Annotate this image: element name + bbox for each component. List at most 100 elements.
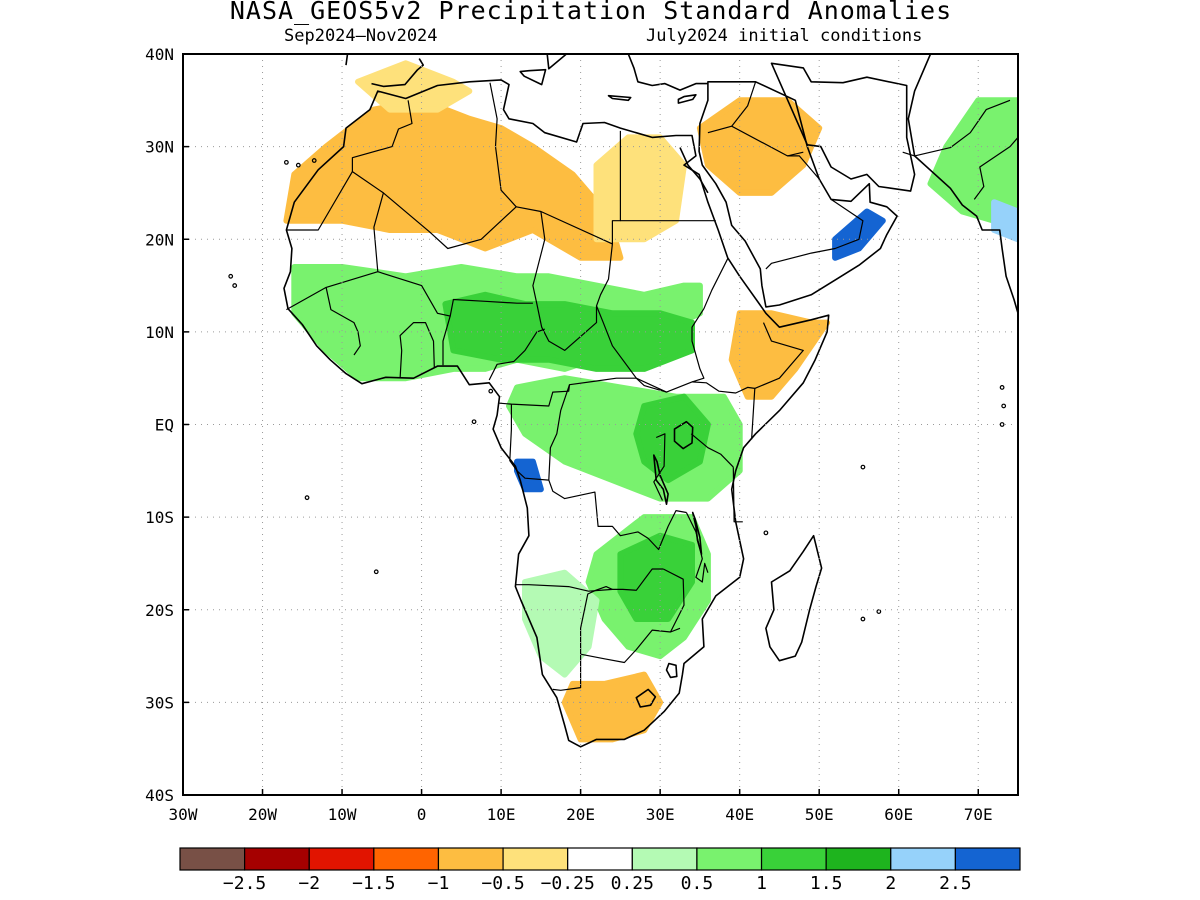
- country-border: [707, 81, 757, 134]
- island: [295, 162, 301, 168]
- axis-ticks: 30W 20W 10W 0 10E 20E 30E 40E 50E 60E 70E 40N 30N 20N…: [145, 45, 993, 824]
- y-tick-label: 20N: [145, 230, 174, 249]
- anomaly-region: [617, 532, 695, 622]
- country-border: [902, 99, 1011, 157]
- coastline: [371, 58, 425, 88]
- country-border: [351, 100, 413, 172]
- colorbar-swatch: [502, 847, 569, 871]
- country-border: [449, 298, 533, 317]
- initial-conditions: July2024 initial conditions: [646, 26, 923, 46]
- y-tick-label: 10N: [145, 323, 174, 342]
- island: [488, 388, 494, 394]
- colorbar-swatch: [760, 847, 827, 871]
- country-border: [690, 433, 734, 468]
- country-border: [653, 433, 666, 501]
- colorbar-swatch: [890, 847, 956, 871]
- anomaly-region: [832, 208, 886, 261]
- anomaly-region: [991, 199, 1018, 243]
- x-tick-label: 10E: [487, 805, 516, 824]
- country-border: [787, 155, 820, 180]
- colorbar-swatch: [825, 847, 892, 871]
- island: [876, 609, 882, 615]
- country-border: [552, 585, 613, 691]
- country-border: [515, 568, 664, 592]
- country-border: [663, 568, 685, 633]
- coastline: [652, 454, 669, 506]
- x-tick-label: 20W: [248, 805, 277, 824]
- island: [232, 283, 238, 288]
- coastline: [665, 662, 678, 679]
- x-tick-label: 20E: [566, 805, 595, 824]
- coastline: [673, 420, 694, 450]
- y-tick-label: 40N: [145, 45, 174, 64]
- coastline: [519, 68, 547, 86]
- island: [860, 464, 866, 470]
- anomaly-region: [522, 569, 600, 678]
- x-tick-label: 40E: [725, 805, 754, 824]
- colorbar-label: −0.5: [481, 873, 524, 894]
- colorbar-label: −0.25: [541, 873, 595, 894]
- y-tick-label: 30N: [145, 138, 174, 157]
- colorbar-label: 1: [756, 873, 767, 894]
- colorbar-label: 1.5: [810, 873, 843, 894]
- x-tick-label: 70E: [964, 805, 993, 824]
- coastline-layer: [228, 54, 1018, 748]
- colorbar-swatch: [954, 847, 1021, 871]
- coastline: [698, 81, 898, 308]
- island: [283, 159, 289, 165]
- island: [471, 419, 477, 425]
- colorbar-label: 0.5: [681, 873, 714, 894]
- island: [999, 422, 1005, 427]
- colorbar: −2.5 −2 −1.5 −1 −0.5 −0.25 0.25 0.5 1 1.5 2 2.5: [179, 847, 1021, 894]
- coastline: [283, 79, 830, 748]
- colorbar-swatch: [179, 847, 246, 871]
- x-tick-label: 0: [417, 805, 427, 824]
- country-border: [765, 198, 864, 270]
- country-border: [325, 287, 361, 356]
- colorbar-label: −2: [298, 873, 320, 894]
- country-border: [595, 243, 729, 393]
- country-border: [548, 384, 571, 481]
- country-border: [286, 171, 384, 311]
- coastline: [907, 54, 1018, 315]
- island: [311, 158, 317, 163]
- colorbar-label: 0.25: [611, 873, 654, 894]
- colorbar-label: −1.5: [352, 873, 395, 894]
- y-tick-label: 30S: [145, 693, 174, 712]
- colorbar-swatch: [437, 847, 504, 871]
- colorbar-label: 2: [885, 873, 896, 894]
- y-tick-label: 20S: [145, 601, 174, 620]
- x-tick-label: 60E: [884, 805, 913, 824]
- island: [999, 385, 1005, 390]
- colorbar-label: −2.5: [223, 873, 266, 894]
- colorbar-swatch: [308, 847, 375, 871]
- island: [373, 569, 379, 575]
- anomaly-region: [593, 134, 687, 243]
- y-tick-label: EQ: [155, 416, 174, 435]
- island: [304, 495, 310, 501]
- country-border: [399, 322, 435, 379]
- country-border: [488, 328, 546, 381]
- colorbar-swatch: [631, 847, 698, 871]
- anomaly-region: [355, 60, 473, 113]
- colorbar-swatch: [373, 847, 440, 871]
- country-border: [377, 271, 451, 366]
- coastline: [607, 94, 632, 102]
- map-title: NASA_GEOS5v2 Precipitation Standard Anom…: [229, 0, 953, 25]
- forecast-period: Sep2024–Nov2024: [284, 26, 438, 46]
- country-border: [509, 404, 687, 551]
- country-border: [973, 137, 1018, 200]
- colorbar-swatch: [696, 847, 763, 871]
- x-tick-label: 30W: [169, 805, 198, 824]
- coastline: [635, 688, 657, 708]
- coastline: [765, 534, 823, 662]
- coastline: [677, 94, 697, 104]
- island: [763, 530, 769, 536]
- country-border: [685, 512, 709, 583]
- colorbar-label: −1: [428, 873, 450, 894]
- anomaly-region: [728, 310, 831, 400]
- y-tick-label: 40S: [145, 786, 174, 805]
- coastline: [627, 54, 708, 91]
- island: [228, 273, 234, 279]
